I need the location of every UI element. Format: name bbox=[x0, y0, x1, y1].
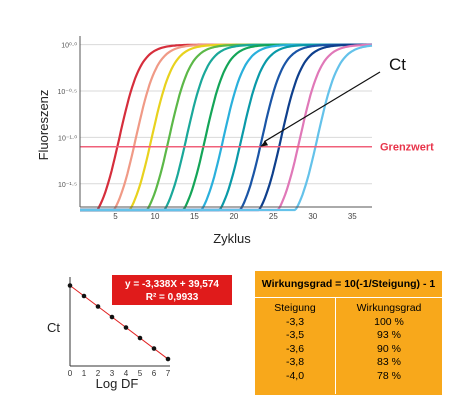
axes bbox=[79, 36, 372, 208]
y-tick-label: 10⁰·⁰ bbox=[61, 42, 77, 50]
equation-text: y = -3,338X + 39,574 bbox=[125, 279, 219, 290]
y-tick-label: 10⁻¹·⁰ bbox=[58, 134, 77, 142]
std-axes bbox=[69, 277, 170, 367]
y-tick-label: 10⁻⁰·⁵ bbox=[57, 88, 77, 96]
efficiency-value: 100 % bbox=[374, 315, 404, 328]
std-x-tick-label: 6 bbox=[152, 369, 157, 378]
efficiency-formula: Wirkungsgrad = 10(-1/Steigung) - 1 bbox=[255, 271, 442, 298]
efficiency-table: Wirkungsgrad = 10(-1/Steigung) - 1 Steig… bbox=[255, 271, 442, 395]
std-x-tick-label: 3 bbox=[110, 369, 115, 378]
r-squared-text: R² = 0,9933 bbox=[146, 292, 199, 303]
equation-box bbox=[112, 275, 232, 305]
std-x-tick-label: 5 bbox=[138, 369, 143, 378]
efficiency-column: Wirkungsgrad 100 % 93 % 90 % 83 % 78 % bbox=[336, 298, 442, 394]
std-point bbox=[95, 304, 101, 309]
std-point bbox=[165, 356, 171, 362]
efficiency-header: Wirkungsgrad bbox=[356, 302, 422, 314]
amplification-curves bbox=[80, 43, 373, 212]
efficiency-value: 83 % bbox=[377, 356, 401, 368]
std-point bbox=[67, 283, 73, 288]
ct-annotation-group: Ct bbox=[260, 55, 406, 147]
std-trendline bbox=[69, 285, 169, 360]
std-x-tick-label: 0 bbox=[68, 369, 73, 378]
slope-value: -4,0 bbox=[285, 369, 305, 382]
ct-arrowhead bbox=[260, 140, 269, 147]
x-tick-label: 5 bbox=[113, 212, 118, 221]
std-point bbox=[151, 346, 157, 351]
std-point bbox=[123, 325, 129, 330]
std-y-axis-label: Ct bbox=[47, 320, 60, 335]
slope-value: -3,3 bbox=[285, 315, 305, 328]
ct-label: Ct bbox=[389, 55, 406, 74]
threshold-line-group: Grenzwert bbox=[80, 142, 434, 154]
x-tick-label: 20 bbox=[229, 212, 238, 221]
x-tick-label: 25 bbox=[269, 212, 278, 221]
std-x-axis-label: Log DF bbox=[96, 376, 139, 391]
std-point bbox=[81, 293, 87, 299]
slope-header: Steigung bbox=[274, 302, 316, 314]
std-x-tick-label: 4 bbox=[124, 369, 129, 378]
slope-value: -3,5 bbox=[285, 329, 305, 341]
tick-labels: 5 10 15 20 25 30 35 10⁰·⁰ 10⁻⁰·⁵ 10⁻¹·⁰ 10⁻¹·⁵ bbox=[57, 42, 357, 221]
efficiency-value: 78 % bbox=[377, 369, 401, 382]
efficiency-value: 90 % bbox=[377, 342, 401, 355]
x-axis-label: Zyklus bbox=[213, 231, 251, 246]
x-tick-label: 30 bbox=[308, 212, 317, 221]
std-x-tick-label: 1 bbox=[82, 369, 87, 378]
x-tick-label: 10 bbox=[151, 212, 160, 221]
std-x-tick-label: 7 bbox=[166, 369, 171, 378]
std-point bbox=[109, 314, 115, 320]
efficiency-value: 93 % bbox=[377, 329, 401, 341]
slope-value: -3,8 bbox=[285, 356, 305, 368]
threshold-label: Grenzwert bbox=[380, 142, 434, 154]
y-axis-label: Fluoreszenz bbox=[36, 90, 51, 161]
y-tick-label: 10⁻¹·⁵ bbox=[58, 182, 77, 189]
amplification-chart: Grenzwert 5 10 15 20 25 30 35 10⁰·⁰ 10⁻⁰·⁵ 10⁻¹·⁰… bbox=[36, 36, 434, 246]
x-tick-label: 15 bbox=[190, 212, 199, 221]
ct-arrow bbox=[263, 71, 381, 143]
slope-column: Steigung -3,3 -3,5 -3,6 -3,8 -4,0 bbox=[255, 298, 336, 394]
std-point bbox=[137, 335, 143, 341]
x-tick-label: 35 bbox=[348, 212, 357, 221]
std-trendline-group bbox=[69, 285, 169, 360]
std-x-tick-label: 2 bbox=[96, 369, 101, 378]
amplification-curve-12 bbox=[80, 44, 373, 212]
std-points bbox=[67, 283, 171, 362]
slope-value: -3,6 bbox=[285, 342, 305, 355]
